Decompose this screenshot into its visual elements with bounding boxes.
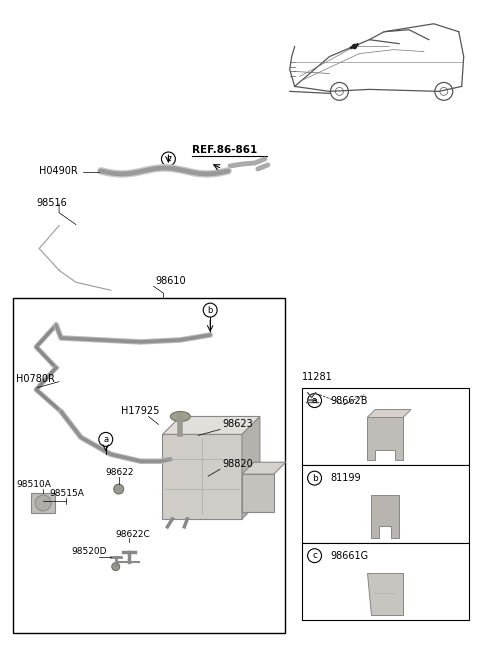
Text: 81199: 81199 <box>330 473 361 483</box>
Text: 98820: 98820 <box>222 459 253 469</box>
Polygon shape <box>371 495 399 538</box>
Text: REF.86-861: REF.86-861 <box>192 145 258 155</box>
Circle shape <box>114 484 124 494</box>
Text: 98516: 98516 <box>36 198 67 208</box>
Ellipse shape <box>170 411 190 421</box>
Text: H0490R: H0490R <box>39 166 78 176</box>
Text: 98515A: 98515A <box>49 489 84 498</box>
Text: 11281: 11281 <box>301 372 332 382</box>
Text: 98662B: 98662B <box>330 396 368 405</box>
Text: H17925: H17925 <box>120 407 159 417</box>
Bar <box>301 543 468 620</box>
Text: c: c <box>312 551 317 560</box>
Text: a: a <box>312 396 317 405</box>
Text: a: a <box>103 435 108 444</box>
Bar <box>301 388 468 465</box>
Text: H0780R: H0780R <box>16 374 55 384</box>
Polygon shape <box>242 474 274 512</box>
Text: b: b <box>207 306 213 315</box>
Polygon shape <box>31 493 55 513</box>
Polygon shape <box>367 417 403 461</box>
Polygon shape <box>242 417 260 519</box>
Text: 98661G: 98661G <box>330 551 369 560</box>
Polygon shape <box>367 409 411 417</box>
Polygon shape <box>367 573 403 616</box>
Polygon shape <box>162 417 260 434</box>
Circle shape <box>35 495 51 511</box>
Text: 98610: 98610 <box>156 276 186 286</box>
Polygon shape <box>162 434 242 519</box>
Text: 98622: 98622 <box>106 468 134 477</box>
Text: 98622C: 98622C <box>116 530 150 539</box>
Bar <box>13 298 285 633</box>
Bar <box>301 465 468 543</box>
Text: b: b <box>312 474 317 483</box>
Text: c: c <box>166 154 171 164</box>
Polygon shape <box>242 463 286 474</box>
Text: 98520D: 98520D <box>71 547 107 556</box>
Circle shape <box>112 562 120 570</box>
Text: 98623: 98623 <box>222 419 253 430</box>
Text: 98510A: 98510A <box>16 480 51 489</box>
